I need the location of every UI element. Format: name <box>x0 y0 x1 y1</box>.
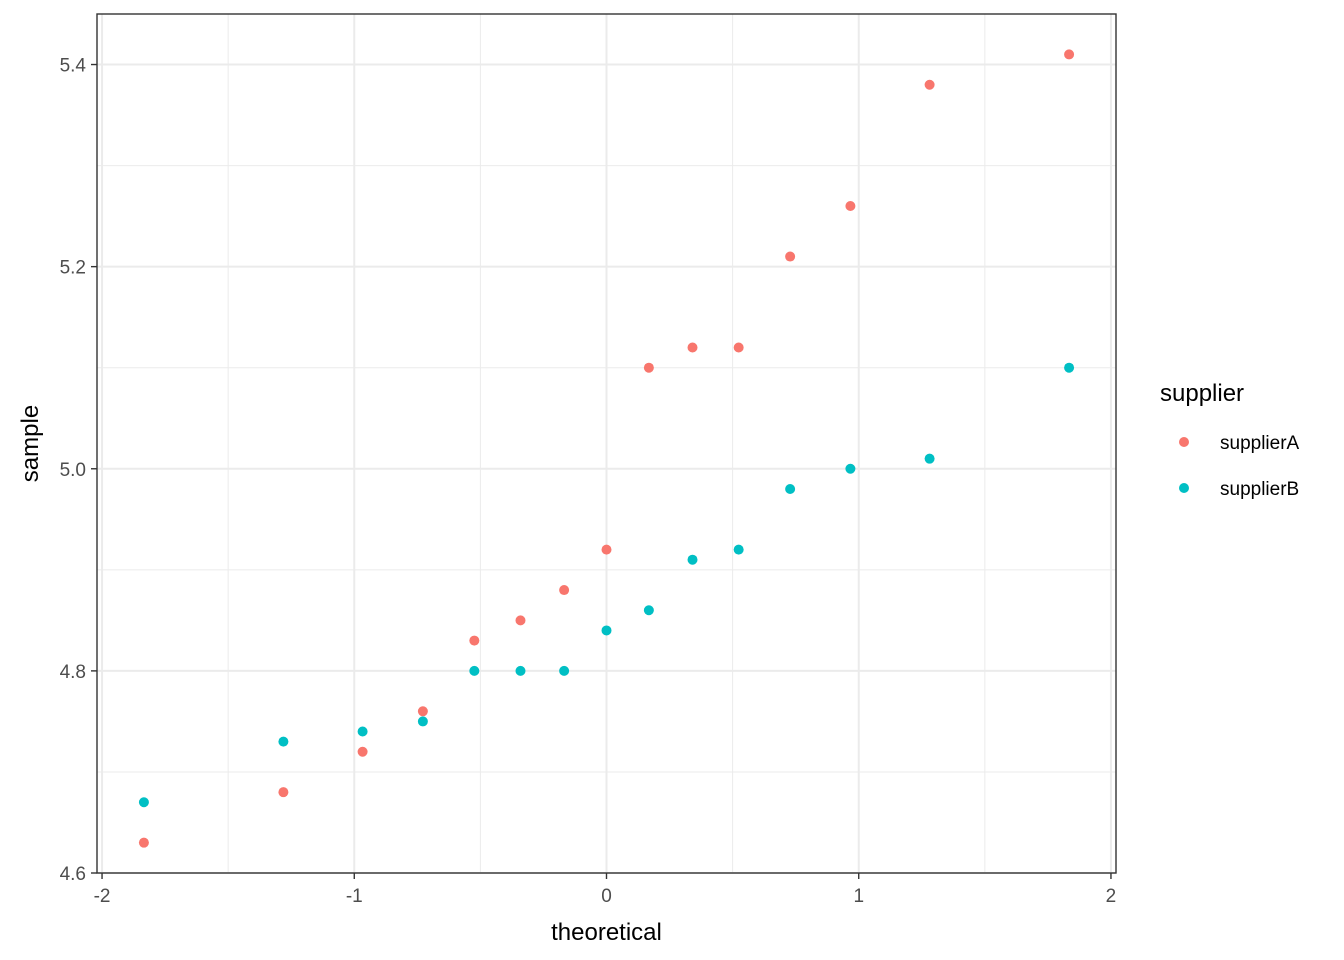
legend-label-supplierB: supplierB <box>1220 479 1299 500</box>
grid-lines <box>97 14 1116 874</box>
legend-label-supplierA: supplierA <box>1220 433 1300 454</box>
data-point-supplierA <box>1064 49 1075 60</box>
data-point-supplierB <box>601 625 612 636</box>
y-axis-title: sample <box>17 405 44 482</box>
axis-ticks <box>91 63 1112 879</box>
x-tick-label: 0 <box>601 886 612 907</box>
data-point-supplierB <box>1064 362 1075 373</box>
legend-title: supplier <box>1160 380 1244 407</box>
data-point-supplierB <box>278 736 289 747</box>
y-tick-label: 5.0 <box>60 460 86 481</box>
legend-key-supplierB <box>1179 483 1189 493</box>
data-point-supplierA <box>601 544 612 555</box>
data-point-supplierB <box>643 605 654 616</box>
y-tick-label: 4.8 <box>60 662 86 683</box>
y-tick-label: 5.4 <box>60 56 87 77</box>
data-point-supplierA <box>643 362 654 373</box>
x-tick-label: 1 <box>853 886 864 907</box>
data-point-supplierA <box>515 615 526 626</box>
data-point-supplierB <box>845 463 856 474</box>
data-point-supplierB <box>687 554 698 565</box>
legend-items: supplierA supplierB <box>1179 433 1300 500</box>
data-point-supplierB <box>924 453 935 464</box>
data-point-supplierA <box>559 585 570 596</box>
data-point-supplierA <box>138 837 149 848</box>
data-point-supplierB <box>733 544 744 555</box>
x-tick-label: -1 <box>346 886 363 907</box>
data-point-supplierB <box>138 797 149 808</box>
data-point-supplierB <box>417 716 428 727</box>
axis-tick-labels: -2 -1 0 1 2 4.6 4.8 5.0 5.2 5.4 <box>60 56 1117 907</box>
data-point-supplierA <box>469 635 480 646</box>
x-tick-label: 2 <box>1106 886 1117 907</box>
data-point-supplierA <box>687 342 698 353</box>
data-point-supplierA <box>278 787 289 798</box>
legend: supplier supplierA supplierB <box>1160 380 1300 500</box>
y-tick-label: 4.6 <box>60 864 86 885</box>
data-points <box>138 49 1075 848</box>
data-point-supplierB <box>785 483 796 494</box>
data-point-supplierA <box>417 706 428 717</box>
x-tick-label: -2 <box>94 886 111 907</box>
legend-key-supplierA <box>1179 437 1189 447</box>
data-point-supplierA <box>733 342 744 353</box>
data-point-supplierB <box>559 665 570 676</box>
data-point-supplierA <box>785 251 796 262</box>
data-point-supplierA <box>845 201 856 212</box>
data-point-supplierB <box>515 665 526 676</box>
x-axis-title: theoretical <box>551 919 662 946</box>
y-tick-label: 5.2 <box>60 258 86 279</box>
data-point-supplierA <box>357 746 368 757</box>
data-point-supplierB <box>469 665 480 676</box>
data-point-supplierB <box>357 726 368 737</box>
data-point-supplierA <box>924 79 935 90</box>
